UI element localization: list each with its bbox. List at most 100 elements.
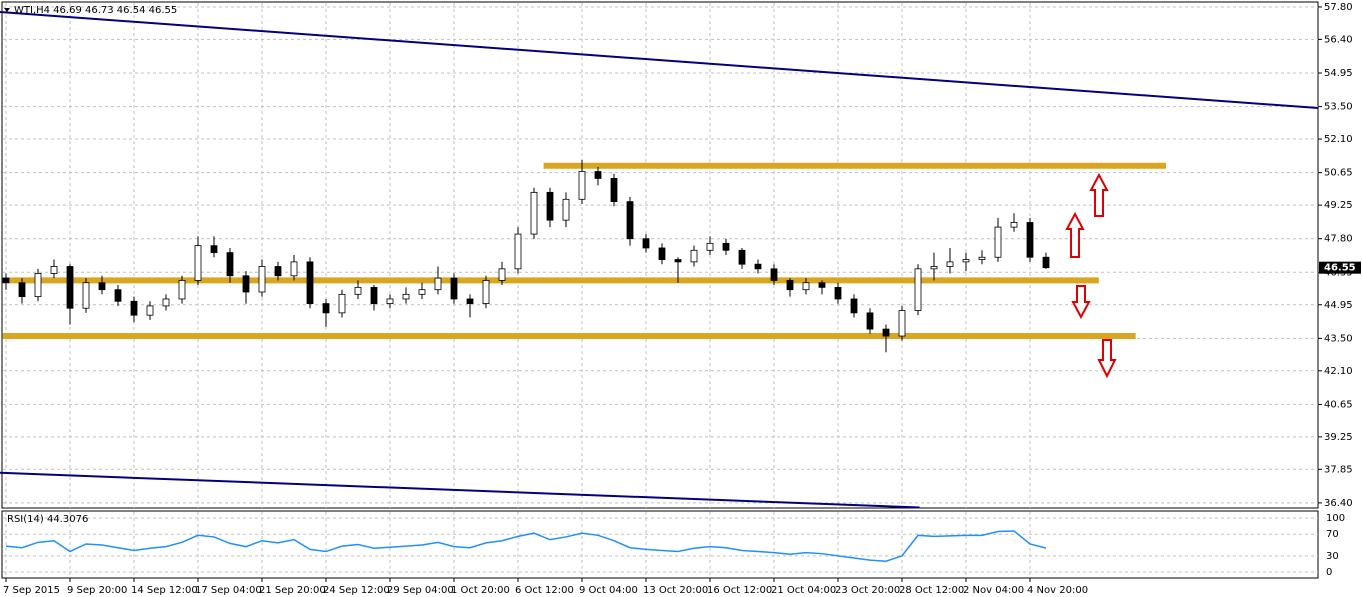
candle-body (722, 242, 730, 251)
candle-body (818, 282, 826, 288)
y-tick-label: 37.85 (1324, 464, 1353, 475)
candle-body (562, 198, 570, 221)
candle-body (242, 275, 250, 293)
candle-body (322, 303, 330, 314)
rsi-label: RSI(14) 44.3076 (7, 514, 88, 525)
candle-body (978, 256, 986, 260)
x-tick-label: 9 Sep 20:00 (67, 585, 127, 596)
menu-triangle (4, 8, 10, 12)
y-tick-label: 40.65 (1324, 399, 1353, 410)
candle-body (626, 201, 634, 240)
candle-body (306, 261, 314, 304)
candle-body (274, 266, 282, 277)
candle-body (754, 263, 762, 270)
candle-body (834, 286, 842, 300)
candle-body (994, 226, 1002, 258)
candle-body (770, 268, 778, 281)
y-tick-label: 49.25 (1324, 200, 1353, 211)
candle-body (946, 261, 954, 267)
candle-body (930, 266, 938, 270)
candle-body (914, 268, 922, 311)
candle-body (338, 293, 346, 314)
y-tick-label: 56.40 (1324, 34, 1353, 45)
candle-body (2, 277, 10, 284)
x-tick-label: 4 Nov 20:00 (1027, 585, 1088, 596)
candle-body (674, 259, 682, 263)
candle-body (1042, 256, 1050, 269)
x-tick-label: 14 Sep 12:00 (131, 585, 198, 596)
x-tick-label: 7 Sep 2015 (3, 585, 60, 596)
candle-body (786, 280, 794, 291)
candle-body (258, 266, 266, 293)
x-tick-label: 9 Oct 04:00 (579, 585, 638, 596)
candle-body (530, 191, 538, 235)
candle-body (66, 266, 74, 309)
rsi-line (5, 530, 1047, 563)
y-tick-label: 36.40 (1324, 498, 1353, 509)
y-tick-label: 50.65 (1324, 168, 1353, 179)
candle-body (578, 171, 586, 200)
x-tick-label: 28 Oct 12:00 (899, 585, 964, 596)
candle-body (514, 233, 522, 270)
candle-body (50, 266, 58, 274)
x-tick-label: 6 Oct 12:00 (515, 585, 574, 596)
candle-body (114, 289, 122, 302)
x-tick-label: 1 Oct 20:00 (451, 585, 510, 596)
candle-body (498, 268, 506, 281)
y-tick-label: 43.50 (1324, 333, 1353, 344)
candle-body (434, 277, 442, 291)
y-tick-label: 54.95 (1324, 68, 1353, 79)
x-tick-label: 2 Nov 04:00 (963, 585, 1024, 596)
trend-line (0, 471, 920, 509)
x-tick-label: 21 Oct 04:00 (771, 585, 836, 596)
candle-body (18, 282, 26, 298)
y-tick-label: 39.25 (1324, 432, 1353, 443)
candle-body (210, 245, 218, 254)
candle-body (1010, 222, 1018, 228)
x-tick-label: 29 Sep 04:00 (387, 585, 454, 596)
main-pane (1, 1, 1319, 509)
rsi-tick-label: 100 (1326, 513, 1345, 524)
header: WTI,H4 46.69 46.73 46.54 46.55 (14, 5, 177, 16)
x-tick-label: 16 Oct 12:00 (707, 585, 772, 596)
candle-body (418, 289, 426, 295)
x-tick-label: 17 Sep 04:00 (195, 585, 262, 596)
candle-body (450, 277, 458, 300)
down-arrow (1071, 285, 1091, 320)
candle-body (162, 298, 170, 307)
candle-body (98, 282, 106, 291)
candle-body (34, 273, 42, 298)
x-tick-label: 24 Sep 12:00 (323, 585, 390, 596)
candle-body (226, 252, 234, 277)
candle-body (386, 298, 394, 304)
down-arrow (1097, 339, 1117, 379)
candle-body (594, 171, 602, 179)
candle-body (802, 282, 810, 291)
plot (0, 3, 1322, 582)
candle-body (82, 282, 90, 309)
rsi-tick-label: 0 (1326, 567, 1332, 578)
price-label: 46.55 (1324, 263, 1356, 274)
candle-body (1026, 222, 1034, 258)
x-tick-label: 13 Oct 20:00 (643, 585, 708, 596)
trend-line (0, 11, 1319, 109)
y-tick-label: 53.50 (1324, 102, 1353, 113)
candle-body (610, 178, 618, 203)
candle-body (546, 191, 554, 221)
rsi-pane (1, 510, 1319, 579)
candle-body (962, 259, 970, 263)
up-arrow (1089, 172, 1109, 217)
candle-body (354, 286, 362, 295)
candle-body (482, 280, 490, 304)
x-tick-label: 23 Oct 20:00 (835, 585, 900, 596)
candle-body (130, 300, 138, 316)
y-tick-label: 57.80 (1324, 2, 1353, 13)
candle-body (866, 312, 874, 330)
candle-body (402, 293, 410, 300)
candle-body (898, 310, 906, 337)
price-label-box (1319, 261, 1361, 274)
candle-body (370, 286, 378, 304)
y-tick-label: 52.10 (1324, 134, 1353, 145)
candle-body (290, 261, 298, 277)
